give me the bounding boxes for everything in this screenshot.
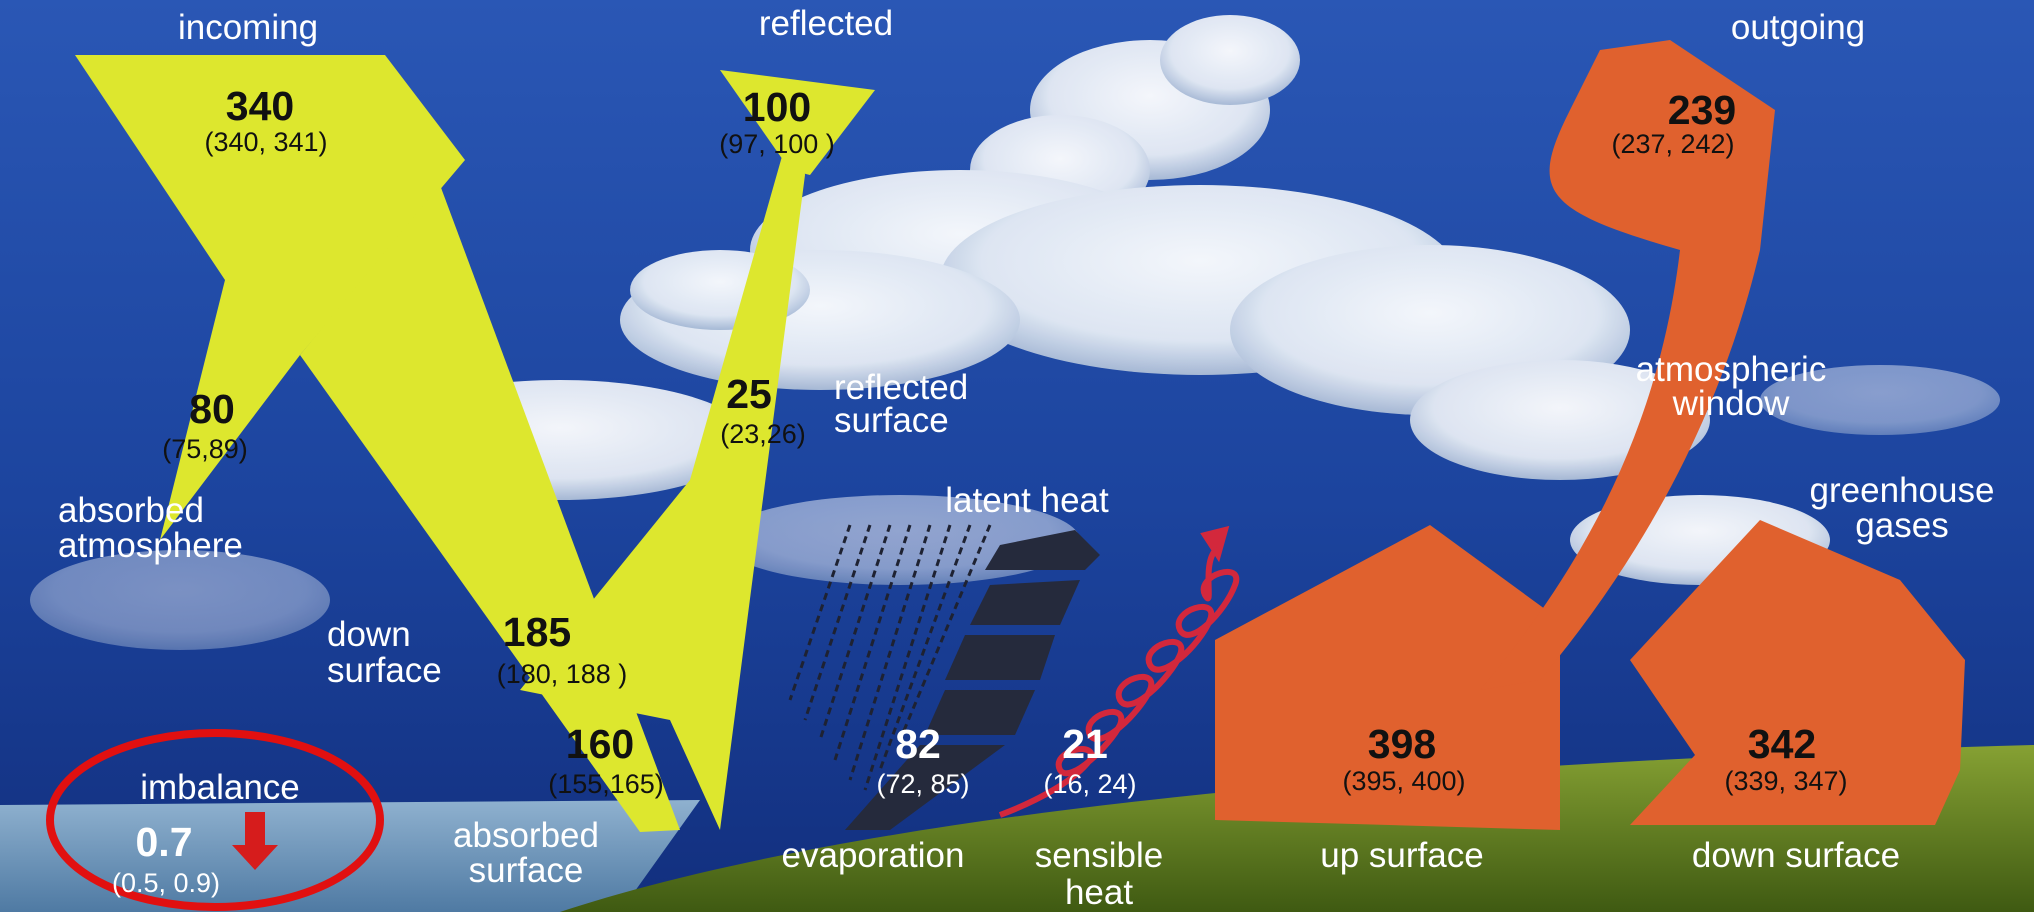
incoming-label: incoming <box>177 8 319 47</box>
up-surface-label: up surface <box>1320 836 1484 875</box>
reflected-surface-value: 25 <box>726 371 772 417</box>
down-surface-lw-range: (339, 347) <box>1724 766 1848 796</box>
imbalance-arrow-icon <box>232 812 278 870</box>
latent-heat-range: (72, 85) <box>876 769 970 799</box>
absorbed-atmosphere-label-2: atmosphere <box>58 526 243 565</box>
grassland <box>560 745 2034 912</box>
outgoing-range: (237, 242) <box>1611 129 1735 159</box>
ocean <box>0 800 700 912</box>
down-surface-lw-value: 342 <box>1747 721 1817 767</box>
reflected-range: (97, 100 ) <box>719 129 835 159</box>
imbalance-value: 0.7 <box>135 819 193 865</box>
absorbed-atmosphere-range: (75,89) <box>162 434 248 464</box>
absorbed-surface-label-2: surface <box>468 851 584 890</box>
down-surface-sw-label-1: down <box>327 615 411 654</box>
reflected-surface-label-2: surface <box>834 401 949 440</box>
longwave-flow <box>1215 40 1965 830</box>
imbalance-label: imbalance <box>140 768 300 807</box>
imbalance-circle <box>46 729 384 911</box>
absorbed-surface-label-1: absorbed <box>453 816 599 855</box>
absorbed-atmosphere-label-1: absorbed <box>58 491 204 530</box>
rain-streaks-icon <box>788 524 992 791</box>
evaporation-label: evaporation <box>781 836 965 875</box>
shortwave-flow <box>75 55 875 832</box>
down-surface-sw-range: (180, 188 ) <box>496 659 628 689</box>
sensible-heat-label-1: sensible <box>1034 836 1164 875</box>
sensible-heat-value: 21 <box>1062 721 1108 767</box>
incoming-value: 340 <box>225 83 295 129</box>
reflected-surface-range: (23,26) <box>720 419 806 449</box>
outgoing-value: 239 <box>1667 87 1737 133</box>
sensible-heat-label-2: heat <box>1064 873 1134 912</box>
down-surface-lw-label: down surface <box>1691 836 1901 875</box>
atmospheric-window-label-2: window <box>1672 384 1790 423</box>
imbalance-range: (0.5, 0.9) <box>111 868 221 898</box>
absorbed-surface-range: (155,165) <box>548 769 664 799</box>
reflected-surface-label-1: reflected <box>834 368 969 407</box>
absorbed-surface-value: 160 <box>565 721 635 767</box>
reflected-label: reflected <box>758 4 894 43</box>
latent-heat-label: latent heat <box>945 481 1109 520</box>
down-surface-sw-value: 185 <box>502 609 572 655</box>
sensible-heat-spiral-icon <box>998 525 1240 818</box>
incoming-range: (340, 341) <box>204 127 328 157</box>
down-surface-sw-label-2: surface <box>327 651 442 690</box>
greenhouse-gases-label-1: greenhouse <box>1809 471 1995 510</box>
absorbed-atmosphere-value: 80 <box>189 386 235 432</box>
latent-heat-bars-icon <box>845 530 1100 830</box>
greenhouse-gases-label-2: gases <box>1855 506 1949 545</box>
reflected-value: 100 <box>742 84 812 130</box>
latent-heat-value: 82 <box>895 721 941 767</box>
atmospheric-window-label-1: atmospheric <box>1635 350 1827 389</box>
up-surface-range: (395, 400) <box>1342 766 1466 796</box>
up-surface-value: 398 <box>1367 721 1437 767</box>
sensible-heat-range: (16, 24) <box>1043 769 1137 799</box>
outgoing-label: outgoing <box>1730 8 1866 47</box>
